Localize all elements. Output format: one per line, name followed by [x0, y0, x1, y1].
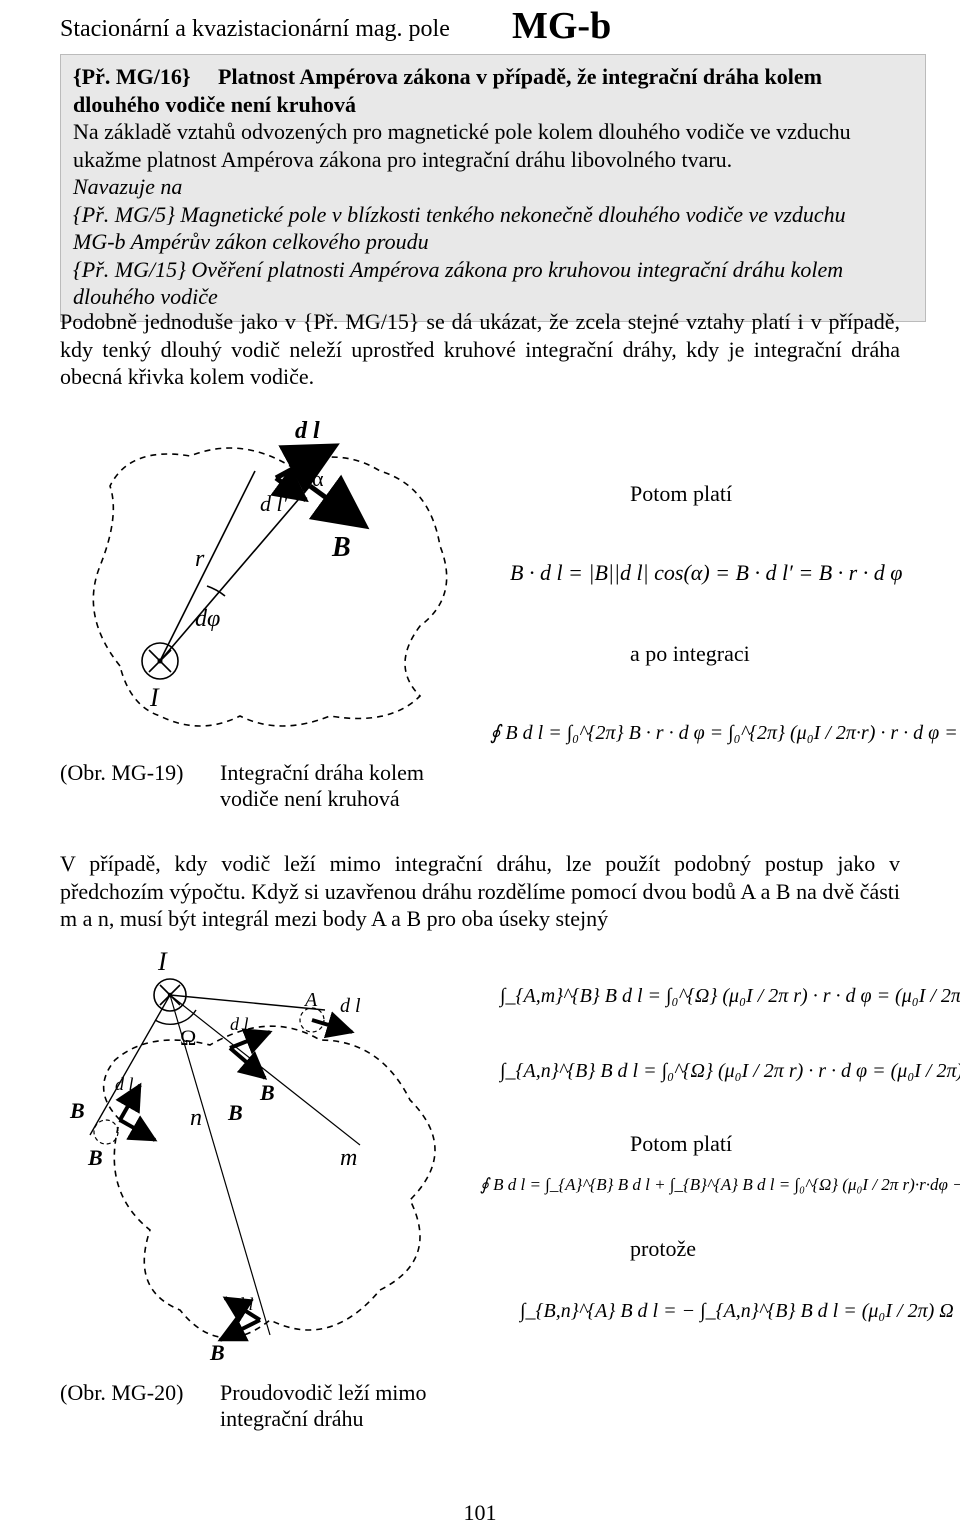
fig2-n-label: n — [190, 1105, 202, 1131]
fig1-dlp-label: d l′ — [260, 491, 289, 516]
a-po-integraci: a po integraci — [630, 640, 750, 668]
fig2-m-label: m — [340, 1145, 357, 1171]
fig2-omega-label: Ω — [180, 1025, 196, 1050]
fig2-dl-3: d l — [115, 1074, 134, 1094]
fig2-B-2: B — [69, 1098, 85, 1123]
fig1-tag: (Obr. MG-19) — [60, 760, 183, 786]
fig2-I-label: I — [157, 950, 168, 976]
figure-mg-20: I Ω A B m n d l d l B d l B d l B — [60, 950, 480, 1370]
running-header: Stacionární a kvazistacionární mag. pole — [60, 16, 450, 43]
protoze: protože — [630, 1235, 696, 1263]
equation-6: ∫_{B,n}^{A} B d l = − ∫_{A,n}^{B} B d l … — [520, 1300, 954, 1323]
potom-plati-2: Potom platí — [630, 1130, 732, 1158]
fig2-B-4: B — [227, 1100, 243, 1125]
fig1-r-label: r — [195, 546, 205, 572]
fig2-Bpoint-lower-label: B — [87, 1145, 103, 1170]
problem-text: Na základě vztahů odvozených pro magneti… — [73, 118, 913, 173]
problem-ref-3: {Př. MG/15} Ověření platnosti Ampérova z… — [73, 256, 913, 311]
paragraph-1: Podobně jednoduše jako v {Př. MG/15} se … — [60, 308, 900, 391]
potom-plati-1: Potom platí — [630, 480, 732, 508]
fig2-dl-2: d l — [230, 1014, 249, 1034]
equation-5: ∮ B d l = ∫_{A}^{B} B d l + ∫_{B}^{A} B … — [480, 1175, 960, 1195]
equation-1: B · d l = |B||d l| cos(α) = B · d l′ = B… — [510, 560, 902, 586]
problem-nav-label: Navazuje na — [73, 173, 913, 201]
problem-ref-2: MG-b Ampérův zákon celkového proudu — [73, 228, 913, 256]
page-number: 101 — [0, 1500, 960, 1526]
fig2-B-1: B — [259, 1080, 275, 1105]
problem-block: {Př. MG/16} Platnost Ampérova zákona v p… — [60, 54, 926, 322]
fig2-caption: Proudovodič leží mimo integrační dráhu — [220, 1380, 480, 1432]
problem-ref-1: {Př. MG/5} Magnetické pole v blízkosti t… — [73, 201, 913, 229]
fig2-A-label: A — [303, 989, 318, 1011]
figure-mg-19: I dφ r d l′ d l α B — [60, 416, 480, 746]
page-code: MG-b — [512, 4, 611, 48]
fig1-B-label: B — [331, 532, 351, 563]
equation-4: ∫_{A,n}^{B} B d l = ∫₀^{Ω} (μ₀I / 2π r) … — [500, 1060, 960, 1083]
paragraph-2: V případě, kdy vodič leží mimo integračn… — [60, 850, 900, 933]
equation-3: ∫_{A,m}^{B} B d l = ∫₀^{Ω} (μ₀I / 2π r) … — [500, 985, 960, 1008]
fig1-dphi-label: dφ — [195, 606, 220, 632]
fig2-tag: (Obr. MG-20) — [60, 1380, 183, 1406]
fig1-caption: Integrační dráha kolem vodiče není kruho… — [220, 760, 480, 812]
fig1-I-label: I — [149, 683, 160, 712]
problem-id: {Př. MG/16} — [73, 64, 191, 89]
fig1-dl-label: d l — [295, 418, 320, 444]
equation-2: ∮ B d l = ∫₀^{2π} B · r · d φ = ∫₀^{2π} … — [490, 720, 960, 745]
fig2-B-3: B — [209, 1340, 225, 1365]
fig2-dl-1: d l — [340, 995, 361, 1017]
